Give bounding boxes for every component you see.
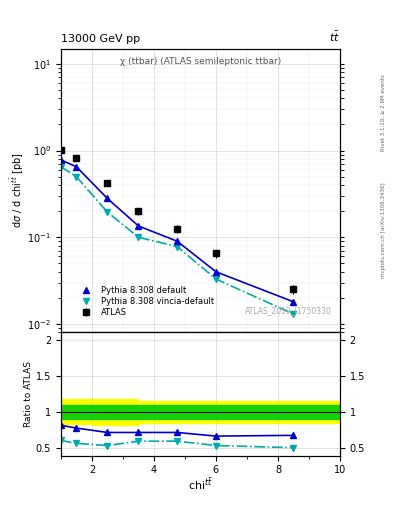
Y-axis label: Ratio to ATLAS: Ratio to ATLAS — [24, 361, 33, 427]
Text: mcplots.cern.ch [arXiv:1306.3436]: mcplots.cern.ch [arXiv:1306.3436] — [381, 183, 386, 278]
Text: χ (ttbar) (ATLAS semileptonic ttbar): χ (ttbar) (ATLAS semileptonic ttbar) — [120, 57, 281, 66]
Line: Pythia 8.308 vincia-default: Pythia 8.308 vincia-default — [58, 164, 297, 317]
Pythia 8.308 default — [213, 269, 218, 275]
Pythia 8.308 vincia-default — [175, 244, 180, 250]
Y-axis label: d$\sigma$ / d chi$^{t\bar{t}}_{\ }$ [pb]: d$\sigma$ / d chi$^{t\bar{t}}_{\ }$ [pb] — [8, 153, 25, 228]
Text: Rivet 3.1.10; ≥ 2.8M events: Rivet 3.1.10; ≥ 2.8M events — [381, 74, 386, 151]
Pythia 8.308 vincia-default — [74, 174, 79, 180]
Pythia 8.308 vincia-default — [59, 164, 63, 170]
X-axis label: chi$^{t\bar{t}}$: chi$^{t\bar{t}}$ — [188, 477, 213, 493]
Pythia 8.308 vincia-default — [105, 209, 110, 215]
Pythia 8.308 default — [59, 157, 63, 163]
Pythia 8.308 default — [74, 164, 79, 170]
Pythia 8.308 vincia-default — [136, 234, 141, 240]
Pythia 8.308 vincia-default — [213, 276, 218, 282]
Pythia 8.308 default — [136, 223, 141, 229]
Pythia 8.308 default — [291, 298, 296, 305]
Legend: Pythia 8.308 default, Pythia 8.308 vincia-default, ATLAS: Pythia 8.308 default, Pythia 8.308 vinci… — [73, 284, 217, 319]
Text: $t\bar{t}$: $t\bar{t}$ — [329, 29, 340, 44]
Pythia 8.308 default — [105, 196, 110, 202]
Pythia 8.308 vincia-default — [291, 311, 296, 317]
Line: Pythia 8.308 default: Pythia 8.308 default — [58, 157, 297, 305]
Text: ATLAS_2019_I1750330: ATLAS_2019_I1750330 — [245, 306, 332, 315]
Text: 13000 GeV pp: 13000 GeV pp — [61, 33, 140, 44]
Pythia 8.308 default — [175, 238, 180, 244]
